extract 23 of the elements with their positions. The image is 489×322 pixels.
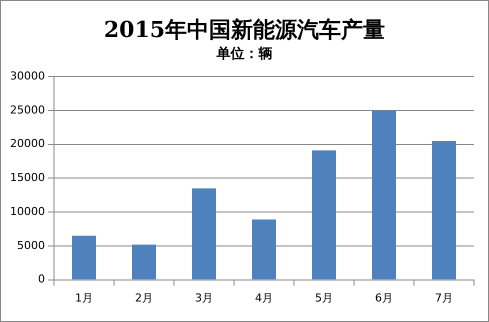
x-tick-label: 7月 [435,291,453,304]
y-tick-label: 30000 [10,69,45,82]
bar [432,140,456,280]
y-tick-label: 5000 [16,238,45,252]
x-tick-label: 2月 [134,291,153,304]
bar [72,236,96,280]
y-tick-label: 25000 [10,103,45,116]
y-tick-label: 0 [38,272,45,286]
x-tick-label: 4月 [254,291,273,304]
bar [192,188,216,280]
bar [132,244,156,280]
y-tick-label: 20000 [10,137,45,150]
x-tick-label: 5月 [314,291,333,304]
bar [312,150,336,280]
bar [252,220,276,280]
chart-title: 2015年中国新能源汽车产量 [102,16,386,45]
bar [372,110,396,280]
x-tick-label: 1月 [74,291,93,304]
y-tick-label: 10000 [10,204,45,218]
x-tick-label: 3月 [194,291,213,304]
y-tick-label: 15000 [10,171,45,184]
chart-subtitle: 单位：辆 [216,45,274,63]
x-tick-label: 6月 [375,291,393,304]
